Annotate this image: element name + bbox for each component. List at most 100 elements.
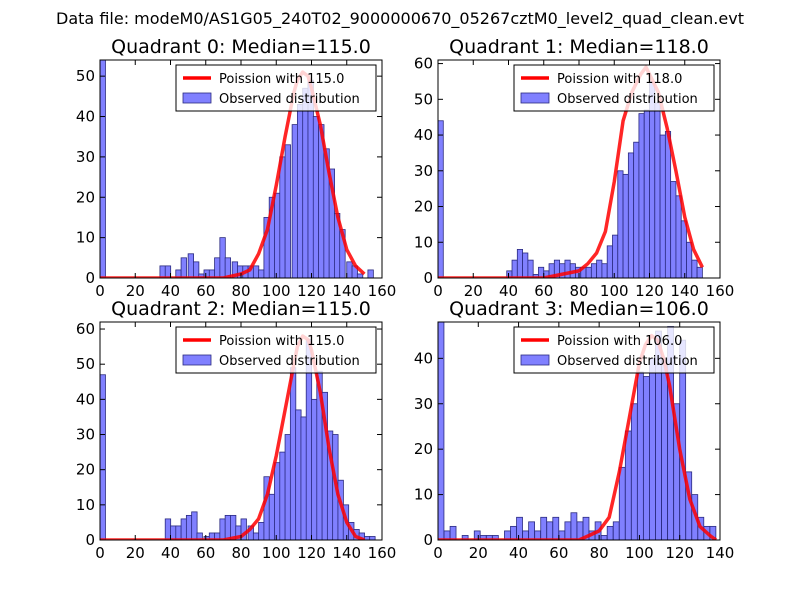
quadrant-0-bar-23 (284, 144, 291, 278)
quadrant-2-bar-21 (274, 462, 281, 540)
quadrant-0-bar-12 (224, 257, 232, 278)
quadrant-2-bar-2 (170, 525, 177, 540)
quadrant-2-bar-12 (224, 514, 232, 540)
quadrant-2-bar-20 (268, 493, 276, 540)
quadrant-0-bar-26 (302, 87, 309, 278)
quadrant-0-xtick-label: 40 (161, 282, 180, 300)
quadrant-2-panel: Quadrant 2: Median=115.0 0 20 40 60 80 100 120… (76, 298, 396, 562)
quadrant-3-bar-13 (516, 516, 523, 540)
quadrant-2-xtick-label: 60 (196, 544, 215, 562)
quadrant-0-legend-bar-swatch (182, 92, 212, 104)
quadrant-0-bar-38 (367, 269, 374, 278)
quadrant-1-bar-5 (527, 259, 534, 278)
quadrant-2-xtick-label: 140 (332, 544, 361, 562)
quadrant-3-legend-bar-swatch (520, 354, 550, 366)
quadrant-2-legend: Poission with 115.0 Observed distribution (175, 326, 377, 374)
quadrant-2-xtick-label: 100 (262, 544, 291, 562)
quadrant-1-bar-17 (590, 263, 598, 278)
quadrant-0-title: Quadrant 0: Median=115.0 (111, 36, 371, 58)
quadrant-3-ytick-label: 0 (423, 531, 433, 549)
quadrant-1-bar-32 (670, 181, 677, 278)
quadrant-3-plot: 0 20 40 60 80 100 120 140 0 10 20 30 40 Poission with… (414, 321, 735, 562)
quadrant-2-ytick-label: 10 (76, 496, 95, 514)
quadrant-2-bar-17 (252, 532, 260, 540)
quadrant-0-legend-box (175, 64, 377, 112)
quadrant-1-bar-30 (659, 134, 666, 278)
quadrant-2-bar-3 (175, 525, 182, 540)
quadrant-3-bar-34 (643, 376, 650, 540)
quadrant-1-ytick-label: 20 (414, 198, 433, 216)
quadrant-2-bar-1 (164, 518, 172, 540)
quadrant-3-xtick-label: 60 (549, 544, 568, 562)
quadrant-3-bar-2 (449, 525, 457, 540)
quadrant-1-ytick-label: 10 (414, 233, 433, 251)
quadrant-0-xtick-label: 120 (297, 282, 326, 300)
quadrant-0-bar-22 (279, 156, 286, 278)
quadrant-2-bar-5 (185, 514, 193, 540)
quadrant-0-bar-34 (346, 261, 353, 278)
quadrant-0-ytick-label: 40 (76, 108, 95, 126)
quadrant-2-legend-box (175, 326, 377, 374)
quadrant-1-bar-18 (596, 259, 603, 278)
quadrant-3-bar-31 (624, 430, 632, 540)
quadrant-3-bar-0 (438, 322, 445, 540)
quadrant-1-legend: Poission with 118.0 Observed distribution (513, 64, 715, 112)
quadrant-2-bar-4 (180, 518, 187, 540)
quadrant-0-xtick-label: 0 (95, 282, 105, 300)
quadrant-2-bar-22 (279, 451, 286, 540)
figure-suptitle: Data file: modeM0/AS1G05_240T02_90000006… (56, 9, 744, 29)
quadrant-2-bar-6 (191, 511, 198, 540)
quadrant-2-bar-39 (369, 536, 376, 540)
quadrant-2-xtick-label: 0 (95, 544, 105, 562)
quadrant-2-bar-23 (284, 434, 291, 540)
quadrant-2-ytick-label: 50 (76, 355, 95, 373)
quadrant-1-xtick-label: 140 (670, 282, 699, 300)
quadrant-3-bar-37 (661, 357, 668, 540)
quadrant-0-bar-24 (291, 124, 298, 278)
quadrant-1-bar-3 (516, 249, 523, 278)
quadrant-1-bar-31 (664, 131, 672, 278)
quadrant-0-xtick-label: 100 (262, 282, 291, 300)
quadrant-1-title: Quadrant 1: Median=118.0 (449, 36, 709, 58)
quadrant-0-xtick-label: 60 (196, 282, 215, 300)
quadrant-3-xtick-label: 40 (509, 544, 528, 562)
quadrant-0-bar-36 (356, 273, 364, 278)
quadrant-1-bar-25 (633, 141, 640, 278)
quadrant-1-bar-20 (606, 245, 613, 278)
quadrant-1-bar-19 (601, 263, 608, 278)
quadrant-0-xtick-label: 80 (231, 282, 250, 300)
quadrant-2-ytick-label: 20 (76, 461, 95, 479)
quadrant-0-bar-17 (252, 265, 260, 278)
quadrant-3-bar-15 (528, 521, 535, 540)
quadrant-3-bar-21 (564, 521, 572, 540)
quadrant-3-legend-bar-label: Observed distribution (557, 354, 698, 369)
quadrant-2-xtick-label: 80 (231, 544, 250, 562)
quadrant-2-ytick-label: 0 (85, 531, 95, 549)
quadrant-1-bar-21 (612, 234, 619, 278)
quadrant-2-bar-25 (295, 409, 302, 540)
quadrant-0-bar-10 (214, 257, 221, 278)
quadrant-2-legend-bar-label: Observed distribution (219, 354, 360, 369)
quadrant-0-bar-0 (100, 60, 106, 278)
quadrant-0-bar-25 (296, 104, 304, 278)
quadrant-2-bar-24 (289, 367, 297, 540)
quadrant-3-xtick-label: 140 (706, 544, 735, 562)
quadrant-0-ytick-label: 30 (76, 148, 95, 166)
quadrant-2-xtick-label: 160 (368, 544, 397, 562)
quadrant-3-bar-32 (630, 403, 638, 540)
quadrant-0-legend-line-label: Poission with 115.0 (219, 72, 344, 87)
quadrant-1-plot: 0 20 40 60 80 100 120 140 160 0 10 20 30 40 50 60 Poissi… (414, 55, 734, 300)
quadrant-1-bar-37 (696, 266, 703, 278)
quadrant-2-ytick-label: 40 (76, 390, 95, 408)
quadrant-0-plot: 0 20 40 60 80 100 120 140 160 0 10 20 30 40 50 Poission… (76, 59, 396, 300)
quadrant-0-bar-21 (274, 192, 281, 278)
quadrant-2-xtick-label: 120 (297, 544, 326, 562)
quadrant-1-xtick-label: 100 (600, 282, 629, 300)
quadrant-1-legend-bar-swatch (520, 92, 550, 104)
quadrant-1-bar-27 (643, 109, 650, 278)
quadrant-0-ytick-label: 50 (76, 67, 95, 85)
quadrant-3-legend-line-label: Poission with 106.0 (557, 334, 682, 349)
quadrant-3-legend: Poission with 106.0 Observed distribution (513, 326, 715, 374)
quadrant-1-bar-34 (680, 220, 687, 278)
